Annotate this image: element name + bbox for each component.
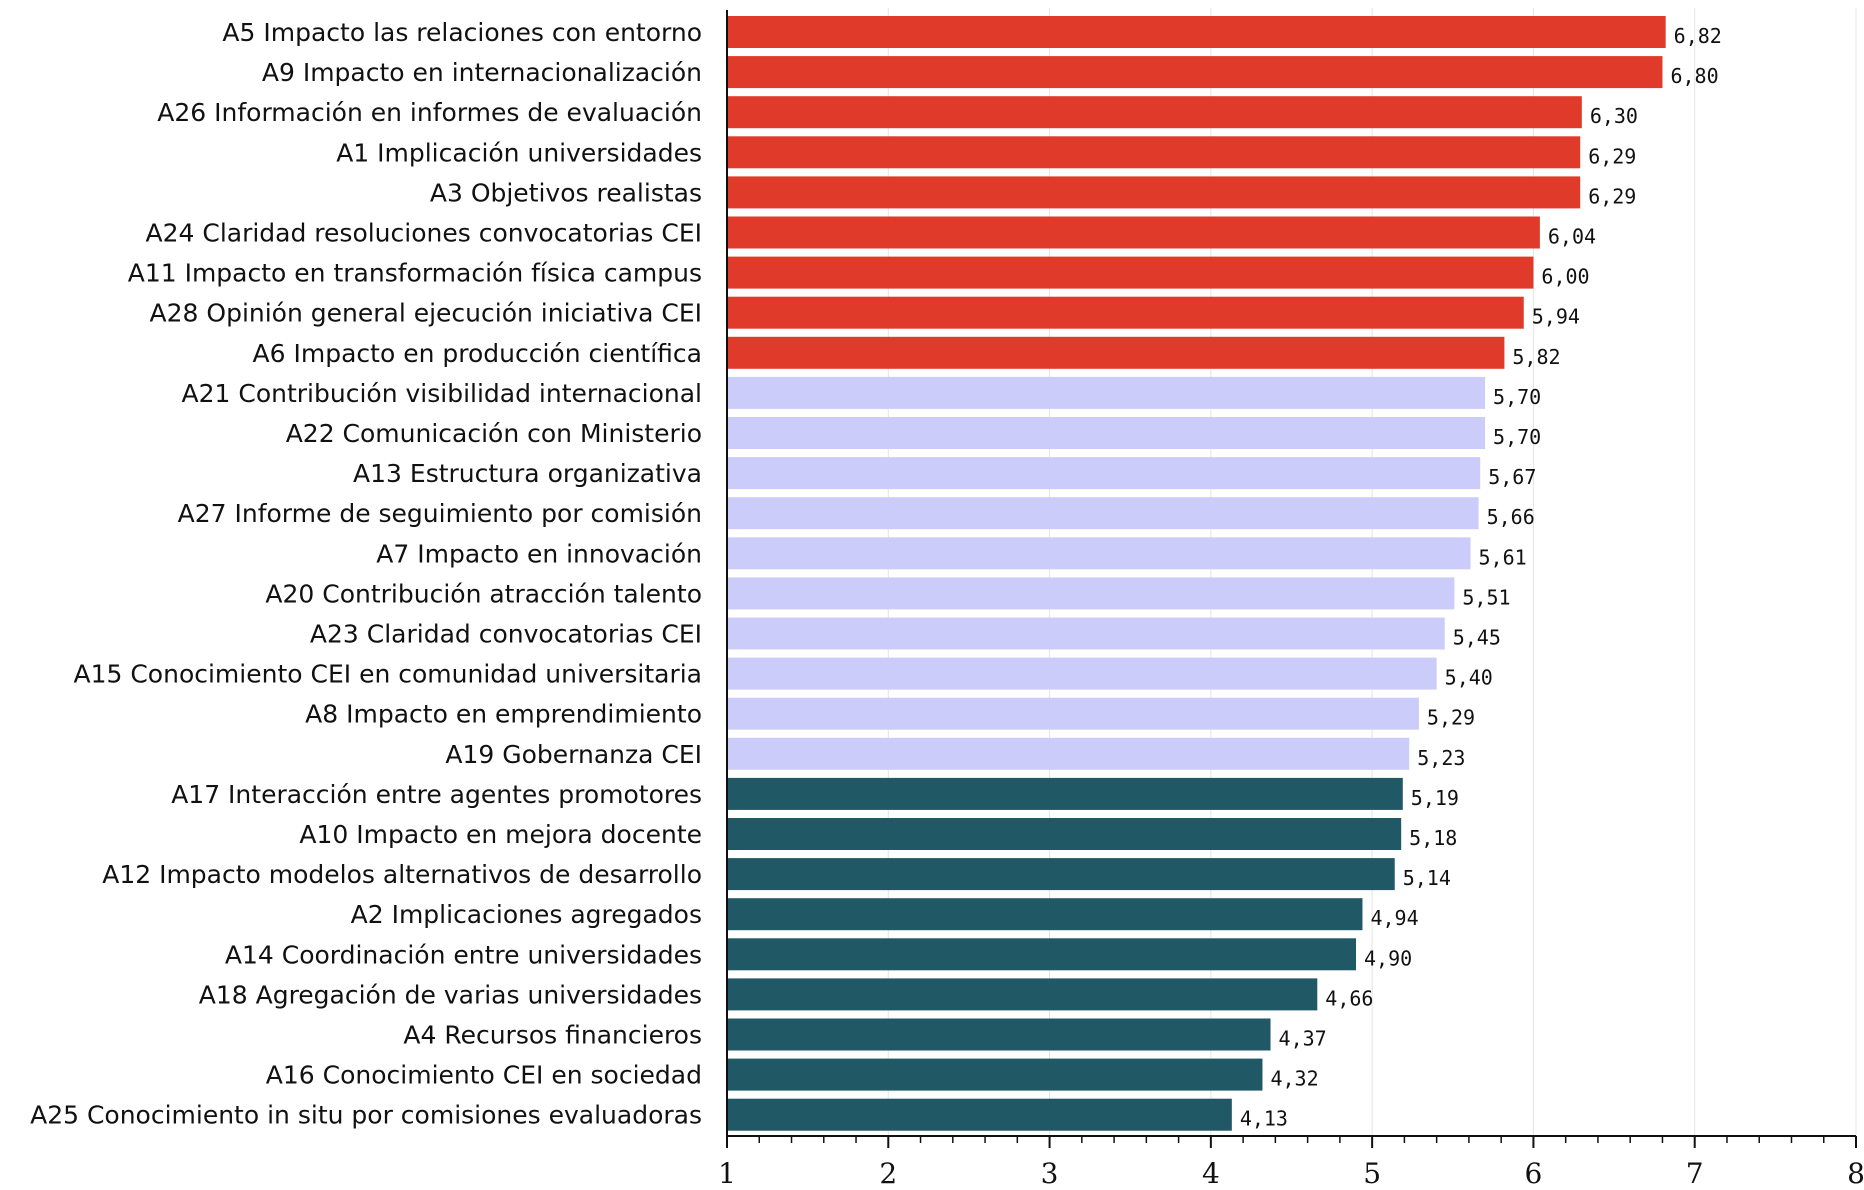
bar <box>727 737 1410 770</box>
bar <box>727 777 1403 810</box>
category-label: A6 Impacto en producción científica <box>253 339 702 368</box>
bar <box>727 1098 1232 1131</box>
x-tick-label: 6 <box>1525 1157 1543 1190</box>
x-tick-label: 3 <box>1041 1157 1059 1190</box>
x-tick-label: 1 <box>718 1157 736 1190</box>
value-label: 4,37 <box>1279 1027 1327 1051</box>
x-tick-label: 2 <box>879 1157 897 1190</box>
bar <box>727 978 1318 1011</box>
value-label: 5,51 <box>1462 585 1510 609</box>
value-label: 5,29 <box>1427 706 1475 730</box>
category-label: A15 Conocimiento CEI en comunidad univer… <box>73 660 702 689</box>
value-label: 5,18 <box>1409 826 1457 850</box>
bar <box>727 176 1581 209</box>
category-label: A26 Información en informes de evaluació… <box>157 98 702 127</box>
value-label: 4,90 <box>1364 946 1412 970</box>
bar <box>727 336 1505 369</box>
value-label: 6,82 <box>1674 24 1722 48</box>
x-tick-label: 7 <box>1686 1157 1704 1190</box>
category-label: A24 Claridad resoluciones convocatorias … <box>146 219 703 248</box>
category-label: A27 Informe de seguimiento por comisión <box>178 499 702 528</box>
category-label: A11 Impacto en transformación física cam… <box>128 259 702 288</box>
value-label: 5,66 <box>1487 505 1535 529</box>
category-label: A22 Comunicación con Ministerio <box>286 419 702 448</box>
category-label: A9 Impacto en internacionalización <box>262 58 702 87</box>
category-label: A20 Contribución atracción talento <box>265 579 702 608</box>
x-tick-label: 5 <box>1363 1157 1381 1190</box>
value-label: 5,82 <box>1512 345 1560 369</box>
category-label: A16 Conocimiento CEI en sociedad <box>266 1061 702 1090</box>
category-label: A19 Gobernanza CEI <box>445 740 702 769</box>
bar <box>727 296 1524 329</box>
category-label: A10 Impacto en mejora docente <box>299 820 702 849</box>
category-label: A1 Implicación universidades <box>336 138 702 167</box>
value-label: 6,29 <box>1588 184 1636 208</box>
bar <box>727 497 1479 530</box>
category-label: A3 Objetivos realistas <box>430 178 702 207</box>
value-label: 6,29 <box>1588 144 1636 168</box>
bar <box>727 577 1455 610</box>
category-label: A14 Coordinación entre universidades <box>225 940 702 969</box>
category-label: A4 Recursos financieros <box>403 1021 702 1050</box>
value-label: 4,32 <box>1270 1067 1318 1091</box>
category-label: A23 Claridad convocatorias CEI <box>310 620 702 649</box>
bar <box>727 818 1402 850</box>
bar <box>727 256 1534 289</box>
x-tick-label: 4 <box>1202 1157 1220 1190</box>
category-label: A12 Impacto modelos alternativos de desa… <box>102 860 702 889</box>
category-label: A7 Impacto en innovación <box>376 539 702 568</box>
bar <box>727 16 1666 48</box>
value-label: 4,66 <box>1325 986 1373 1010</box>
bar <box>727 617 1445 650</box>
bars <box>727 16 1666 1131</box>
value-label: 5,70 <box>1493 385 1541 409</box>
category-labels: A5 Impacto las relaciones con entorno A9 … <box>30 18 702 1130</box>
category-label: A21 Contribución visibilidad internacion… <box>182 379 702 408</box>
x-tick-label: 8 <box>1847 1157 1864 1190</box>
bar <box>727 657 1437 690</box>
bar <box>727 96 1582 129</box>
category-label: A28 Opinión general ejecución iniciativa… <box>150 299 702 328</box>
value-label: 5,61 <box>1479 545 1527 569</box>
bar <box>727 697 1419 730</box>
value-label: 5,67 <box>1488 465 1536 489</box>
category-label: A5 Impacto las relaciones con entorno <box>222 18 702 47</box>
bar <box>727 537 1471 570</box>
bar <box>727 858 1395 891</box>
value-labels: 6,82 6,80 6,30 6,29 6,29 6,04 6,00 5,94 5,82 5,70… <box>1240 24 1722 1131</box>
value-label: 5,70 <box>1493 425 1541 449</box>
value-label: 6,04 <box>1548 225 1596 249</box>
x-axis: 1 2 3 4 5 6 7 8 <box>718 10 1864 1190</box>
value-label: 6,00 <box>1541 265 1589 289</box>
value-label: 5,40 <box>1445 666 1493 690</box>
value-label: 6,80 <box>1670 64 1718 88</box>
value-label: 5,14 <box>1403 866 1451 890</box>
category-label: A8 Impacto en emprendimiento <box>305 700 702 729</box>
bar <box>727 898 1363 931</box>
bar <box>727 417 1486 449</box>
bar <box>727 938 1357 971</box>
category-label: A2 Implicaciones agregados <box>351 900 702 929</box>
value-label: 4,94 <box>1370 906 1418 930</box>
bar <box>727 56 1663 89</box>
category-label: A13 Estructura organizativa <box>353 459 702 488</box>
value-label: 4,13 <box>1240 1107 1288 1131</box>
bar <box>727 216 1540 249</box>
bar <box>727 136 1581 169</box>
value-label: 5,94 <box>1532 305 1580 329</box>
value-label: 5,19 <box>1411 786 1459 810</box>
bar <box>727 457 1481 490</box>
category-label: A17 Interacción entre agentes promotores <box>171 780 702 809</box>
bar <box>727 376 1486 409</box>
bar <box>727 1018 1271 1051</box>
value-label: 5,23 <box>1417 746 1465 770</box>
category-label: A18 Agregación de varias universidades <box>199 980 702 1009</box>
value-label: 6,30 <box>1590 104 1638 128</box>
value-label: 5,45 <box>1453 626 1501 650</box>
category-label: A25 Conocimiento in situ por comisiones … <box>30 1101 702 1130</box>
bar <box>727 1058 1263 1091</box>
